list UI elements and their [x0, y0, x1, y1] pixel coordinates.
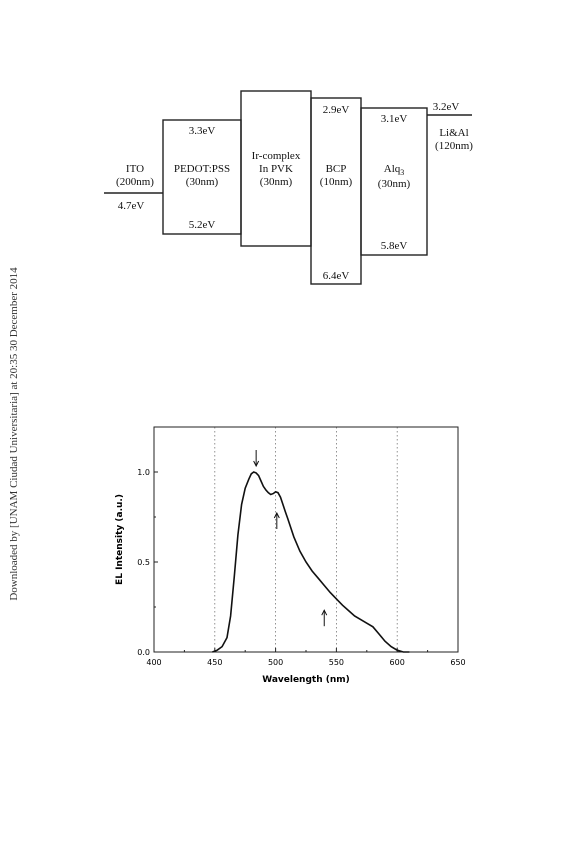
ito-label: ITO — [126, 163, 144, 175]
x-tick-label-1: 450 — [207, 658, 222, 667]
ito-level: 4.7eV — [118, 200, 145, 212]
x-tick-label-2: 500 — [268, 658, 283, 667]
alq3-box — [360, 107, 428, 256]
x-axis-label: Wavelength (nm) — [262, 675, 350, 685]
el-spectrum-chart: 400 450 500 550 600 650 0.0 0.5 1.0 Wavelength (… — [115, 426, 466, 685]
x-tick-label-3: 550 — [329, 658, 344, 667]
pedot-homo: 5.2eV — [189, 219, 216, 231]
alq3-lumo: 3.1eV — [381, 113, 408, 125]
bcp-homo: 6.4eV — [323, 270, 350, 282]
plot-frame — [153, 426, 459, 653]
y-tick-label-2: 1.0 — [137, 468, 150, 477]
chart-grid — [214, 427, 398, 652]
peak-arrow-2 — [321, 609, 328, 627]
y-axis-label: EL Intensity (a.u.) — [115, 494, 125, 585]
peak-arrow-1 — [273, 511, 280, 529]
ir-complex-label-2: In PVK — [259, 163, 293, 175]
pedot-lumo: 3.3eV — [189, 125, 216, 137]
chart-axes: 400 450 500 550 600 650 0.0 0.5 1.0 — [137, 468, 465, 667]
alq3-thickness: (30nm) — [378, 178, 411, 190]
alq3-label-base: Alq — [384, 163, 401, 175]
lial-thickness: (120nm) — [435, 140, 473, 152]
energy-level-diagram: ITO (200nm) 4.7eV 3.3eV PEDOT:PSS (30nm)… — [104, 90, 473, 285]
x-tick-label-4: 600 — [390, 658, 405, 667]
bcp-label: BCP — [326, 163, 347, 175]
alq3-label: Alq3 — [384, 163, 405, 177]
lial-level: 3.2eV — [433, 101, 460, 113]
ir-complex-label: Ir-complex — [252, 150, 301, 162]
y-tick-label-1: 0.5 — [137, 558, 150, 567]
bcp-box — [310, 97, 362, 285]
y-tick-label-0: 0.0 — [137, 648, 150, 657]
bcp-thickness: (10nm) — [320, 176, 353, 188]
ito-thickness: (200nm) — [116, 176, 154, 188]
pedot-thickness: (30nm) — [186, 176, 219, 188]
x-tick-label-5: 650 — [450, 658, 465, 667]
peak-arrows — [253, 450, 328, 627]
el-spectrum-line — [212, 471, 410, 653]
x-tick-label-0: 400 — [146, 658, 161, 667]
lial-label: Li&Al — [439, 127, 468, 139]
ir-complex-thickness: (30nm) — [260, 176, 293, 188]
pedot-label: PEDOT:PSS — [174, 163, 230, 175]
peak-arrow-0 — [253, 450, 260, 468]
bcp-lumo: 2.9eV — [323, 104, 350, 116]
alq3-label-subscript: 3 — [400, 168, 404, 177]
alq3-homo: 5.8eV — [381, 240, 408, 252]
